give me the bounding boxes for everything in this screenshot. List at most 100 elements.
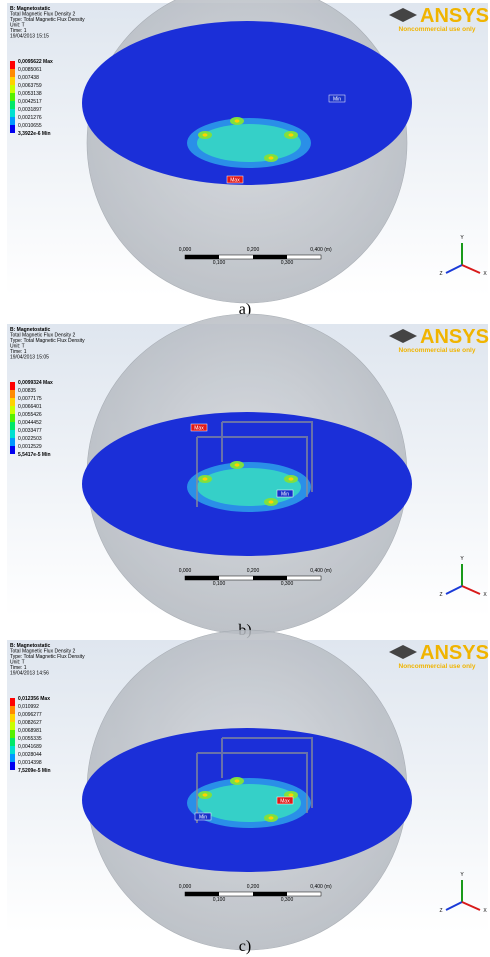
axis-label: X: [483, 592, 487, 598]
legend-label: 0,0014398: [18, 760, 42, 766]
legend-label: 0,0022503: [18, 436, 42, 442]
legend-band: [10, 93, 15, 101]
legend-label: 0,0055335: [18, 736, 42, 742]
marker-box: [328, 94, 346, 103]
axis-z: [445, 901, 463, 911]
header-line: Type: Total Magnetic Flux Density: [10, 338, 85, 344]
legend-label: 0,0010655: [18, 123, 42, 129]
legend-label: 0,00835: [18, 388, 36, 394]
legend-label: 0,0055426: [18, 412, 42, 418]
axis-z: [445, 585, 463, 595]
marker-box: [226, 175, 244, 184]
legend-band: [10, 382, 15, 390]
axis-label: Z: [439, 908, 442, 914]
legend-band: [10, 722, 15, 730]
logo-note: Noncommercial use only: [399, 663, 476, 670]
marker-box: [190, 423, 208, 432]
legend-label: 0,0028044: [18, 752, 42, 758]
hot-core: [288, 477, 294, 481]
legend-band: [10, 446, 15, 454]
scale-seg: [253, 255, 287, 259]
marker-label: Max: [230, 178, 240, 184]
header-line: B: Magnetostatic: [10, 6, 51, 12]
scale-label: 0,300: [281, 897, 294, 903]
legend-label: 0,0021276: [18, 115, 42, 121]
hot-core: [268, 816, 274, 820]
scale-label: 0,000: [179, 568, 192, 574]
scale-label: 0,100: [213, 260, 226, 266]
header-line: Time: 1: [10, 665, 27, 671]
legend-band: [10, 101, 15, 109]
legend-label: 0,007438: [18, 75, 39, 81]
legend-band: [10, 85, 15, 93]
axis-label: X: [483, 271, 487, 277]
header-line: Total Magnetic Flux Density 2: [10, 649, 76, 655]
hot-core: [202, 133, 208, 137]
hot-core: [268, 156, 274, 160]
axis-label: Y: [460, 235, 464, 241]
scale-label: 0,200: [247, 568, 260, 574]
legend-label: 5,5417e-5 Min: [18, 452, 51, 458]
legend-band: [10, 414, 15, 422]
legend-band: [10, 61, 15, 69]
scale-seg: [185, 576, 219, 580]
legend-band: [10, 698, 15, 706]
legend-band: [10, 754, 15, 762]
legend-label: 0,0085061: [18, 67, 42, 73]
axis-x: [461, 901, 481, 911]
legend-label: 0,0033477: [18, 428, 42, 434]
header-line: 19/04/2013 15:15: [10, 34, 49, 40]
scale-seg: [253, 892, 287, 896]
axis-x: [461, 585, 481, 595]
legend-label: 0,0063759: [18, 83, 42, 89]
legend-band: [10, 406, 15, 414]
hot-core: [268, 500, 274, 504]
legend-label: 0,0044452: [18, 420, 42, 426]
marker-label: Min: [199, 815, 207, 821]
legend-label: 0,0012529: [18, 444, 42, 450]
scale-seg: [253, 576, 287, 580]
legend-band: [10, 422, 15, 430]
axis-label: Z: [439, 592, 442, 598]
hot-core: [202, 477, 208, 481]
marker-box: [194, 812, 212, 821]
header-line: Unit: T: [10, 23, 25, 29]
field-inner: [197, 468, 301, 506]
legend-label: 0,0082627: [18, 720, 42, 726]
header-line: Type: Total Magnetic Flux Density: [10, 654, 85, 660]
legend-band: [10, 109, 15, 117]
header-line: Type: Total Magnetic Flux Density: [10, 17, 85, 23]
legend-label: 0,0095622 Max: [18, 59, 53, 65]
legend-band: [10, 738, 15, 746]
logo-note: Noncommercial use only: [399, 26, 476, 33]
scale-label: 0,000: [179, 884, 192, 890]
legend-band: [10, 117, 15, 125]
marker-label: Max: [280, 799, 290, 805]
legend-label: 7,5209e-5 Min: [18, 768, 51, 774]
marker-box: [276, 489, 294, 498]
legend-label: 0,0066401: [18, 404, 42, 410]
legend-label: 0,0077175: [18, 396, 42, 402]
legend-label: 0,0042517: [18, 99, 42, 105]
logo-cap: [389, 8, 417, 22]
frame: [196, 737, 313, 823]
legend-band: [10, 69, 15, 77]
axis-label: Y: [460, 556, 464, 562]
legend-label: 0,012356 Max: [18, 696, 50, 702]
legend-band: [10, 125, 15, 133]
legend-band: [10, 746, 15, 754]
header-line: Unit: T: [10, 344, 25, 350]
logo-cap: [389, 645, 417, 659]
hot-core: [288, 133, 294, 137]
legend-band: [10, 77, 15, 85]
marker-label: Min: [281, 492, 289, 498]
hot-core: [234, 779, 240, 783]
marker-box: [276, 796, 294, 805]
header-line: Unit: T: [10, 660, 25, 666]
header-line: 19/04/2013 15:05: [10, 355, 49, 361]
header-line: Time: 1: [10, 349, 27, 355]
legend-band: [10, 398, 15, 406]
scale-label: 0,100: [213, 581, 226, 587]
